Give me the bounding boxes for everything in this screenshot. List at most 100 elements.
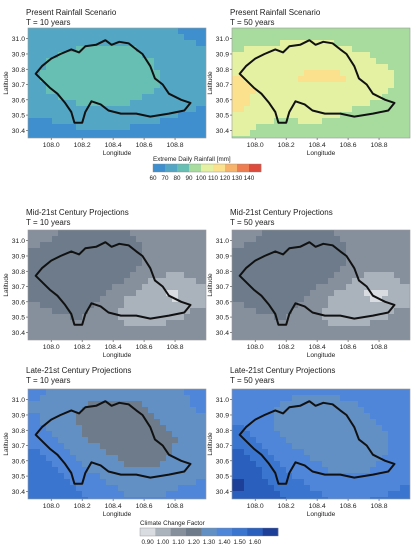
y-axis-label: Latitude bbox=[207, 71, 214, 95]
y-tick-label: 30.6 bbox=[216, 299, 229, 306]
panel-subtitle: T = 50 years bbox=[230, 376, 275, 385]
legend-rain: Extreme Daily Rainfall [mm] 60 70 80 90 100 11… bbox=[149, 156, 262, 182]
x-tick-label: 108.0 bbox=[43, 142, 60, 149]
x-tick-label: 108.8 bbox=[371, 142, 388, 149]
legend-tick-label: 1.10 bbox=[172, 539, 185, 546]
y-tick-label: 30.6 bbox=[12, 458, 25, 465]
x-axis-label: Longitude bbox=[103, 352, 132, 359]
x-tick-label: 108.6 bbox=[136, 344, 153, 351]
y-tick-label: 30.8 bbox=[216, 269, 229, 276]
legend-tick-label: 140 bbox=[244, 175, 255, 182]
x-tick-label: 108.8 bbox=[371, 344, 388, 351]
x-tick-label: 108.8 bbox=[167, 142, 184, 149]
x-tick-label: 108.8 bbox=[371, 503, 388, 510]
legend-tick-label: 130 bbox=[232, 175, 243, 182]
legend-tick-label: 90 bbox=[185, 175, 193, 182]
panel-title: Late-21st Century Projections bbox=[230, 366, 335, 375]
region-boundary bbox=[238, 39, 396, 124]
x-tick-label: 108.2 bbox=[278, 344, 295, 351]
y-tick-label: 31.0 bbox=[216, 238, 229, 245]
legend-swatch bbox=[237, 164, 250, 172]
legend-swatch bbox=[186, 528, 202, 536]
legend-tick-label: 100 bbox=[196, 175, 207, 182]
y-tick-label: 30.5 bbox=[12, 474, 25, 481]
y-tick-label: 30.7 bbox=[12, 82, 25, 89]
panel-title: Late-21st Century Projections bbox=[26, 366, 131, 375]
x-tick-label: 108.0 bbox=[43, 503, 60, 510]
legend-swatch bbox=[247, 528, 263, 536]
legend-swatch bbox=[153, 164, 166, 172]
x-tick-label: 108.6 bbox=[340, 344, 357, 351]
contour-fill bbox=[232, 389, 410, 499]
x-tick-label: 108.4 bbox=[105, 503, 122, 510]
panel-subtitle: T = 50 years bbox=[230, 218, 275, 227]
legend-swatch bbox=[170, 528, 187, 536]
x-tick-label: 108.0 bbox=[247, 503, 264, 510]
region-boundary bbox=[238, 241, 396, 326]
panel-title: Present Rainfall Scenario bbox=[230, 8, 321, 17]
x-tick-label: 108.4 bbox=[309, 503, 326, 510]
y-tick-label: 30.6 bbox=[216, 458, 229, 465]
y-tick-label: 30.4 bbox=[216, 489, 229, 496]
y-axis-label: Latitude bbox=[3, 71, 10, 95]
x-tick-label: 108.0 bbox=[247, 142, 264, 149]
x-tick-label: 108.2 bbox=[74, 344, 91, 351]
legend-swatch bbox=[189, 164, 202, 172]
map-frame bbox=[27, 388, 207, 500]
legend-swatch bbox=[216, 528, 233, 536]
legend-swatch bbox=[177, 164, 190, 172]
y-tick-label: 30.9 bbox=[216, 51, 229, 58]
y-tick-label: 30.4 bbox=[12, 489, 25, 496]
y-tick-label: 30.5 bbox=[216, 474, 229, 481]
y-tick-label: 30.9 bbox=[216, 253, 229, 260]
contour-fill bbox=[28, 389, 206, 499]
legend-tick-label: 80 bbox=[173, 175, 181, 182]
y-tick-label: 30.6 bbox=[12, 299, 25, 306]
map-frame bbox=[231, 229, 411, 341]
y-tick-label: 30.7 bbox=[12, 284, 25, 291]
legend-tick-label: 110 bbox=[208, 175, 219, 182]
map-frame bbox=[27, 229, 207, 341]
y-tick-label: 31.0 bbox=[12, 238, 25, 245]
y-tick-label: 30.8 bbox=[12, 428, 25, 435]
x-tick-label: 108.4 bbox=[309, 344, 326, 351]
x-axis-label: Longitude bbox=[307, 352, 336, 359]
y-tick-label: 30.9 bbox=[216, 412, 229, 419]
legend-tick-label: 120 bbox=[220, 175, 231, 182]
legend-swatch bbox=[213, 164, 226, 172]
x-axis-label: Longitude bbox=[103, 150, 132, 157]
y-tick-label: 30.8 bbox=[12, 67, 25, 74]
panel-title: Mid-21st Century Projections bbox=[26, 208, 129, 217]
x-tick-label: 108.2 bbox=[278, 142, 295, 149]
y-tick-label: 30.6 bbox=[216, 97, 229, 104]
legend-factor: Climate Change Factor 0.90 1.00 1.10 1.20 1.3… bbox=[139, 520, 279, 546]
y-tick-label: 31.0 bbox=[12, 36, 25, 43]
y-tick-label: 31.0 bbox=[216, 397, 229, 404]
map-frame bbox=[27, 27, 207, 139]
legend-tick-label: 60 bbox=[149, 175, 157, 182]
y-tick-label: 30.7 bbox=[216, 443, 229, 450]
legend-swatch bbox=[155, 528, 171, 536]
y-tick-label: 30.9 bbox=[12, 51, 25, 58]
y-tick-label: 30.7 bbox=[216, 284, 229, 291]
contour-fill bbox=[28, 230, 206, 340]
x-tick-label: 108.6 bbox=[136, 503, 153, 510]
y-axis-label: Latitude bbox=[207, 273, 214, 297]
panel-title: Mid-21st Century Projections bbox=[230, 208, 333, 217]
legend-tick-label: 1.00 bbox=[157, 539, 170, 546]
legend-tick-label: 0.90 bbox=[142, 539, 155, 546]
x-tick-label: 108.4 bbox=[105, 344, 122, 351]
contour-fill bbox=[232, 230, 410, 340]
y-tick-label: 30.7 bbox=[12, 443, 25, 450]
x-axis-label: Longitude bbox=[103, 511, 132, 518]
y-axis-label: Latitude bbox=[3, 432, 10, 456]
x-tick-label: 108.2 bbox=[74, 503, 91, 510]
y-axis-label: Latitude bbox=[207, 432, 214, 456]
x-tick-label: 108.2 bbox=[74, 142, 91, 149]
x-tick-label: 108.0 bbox=[43, 344, 60, 351]
